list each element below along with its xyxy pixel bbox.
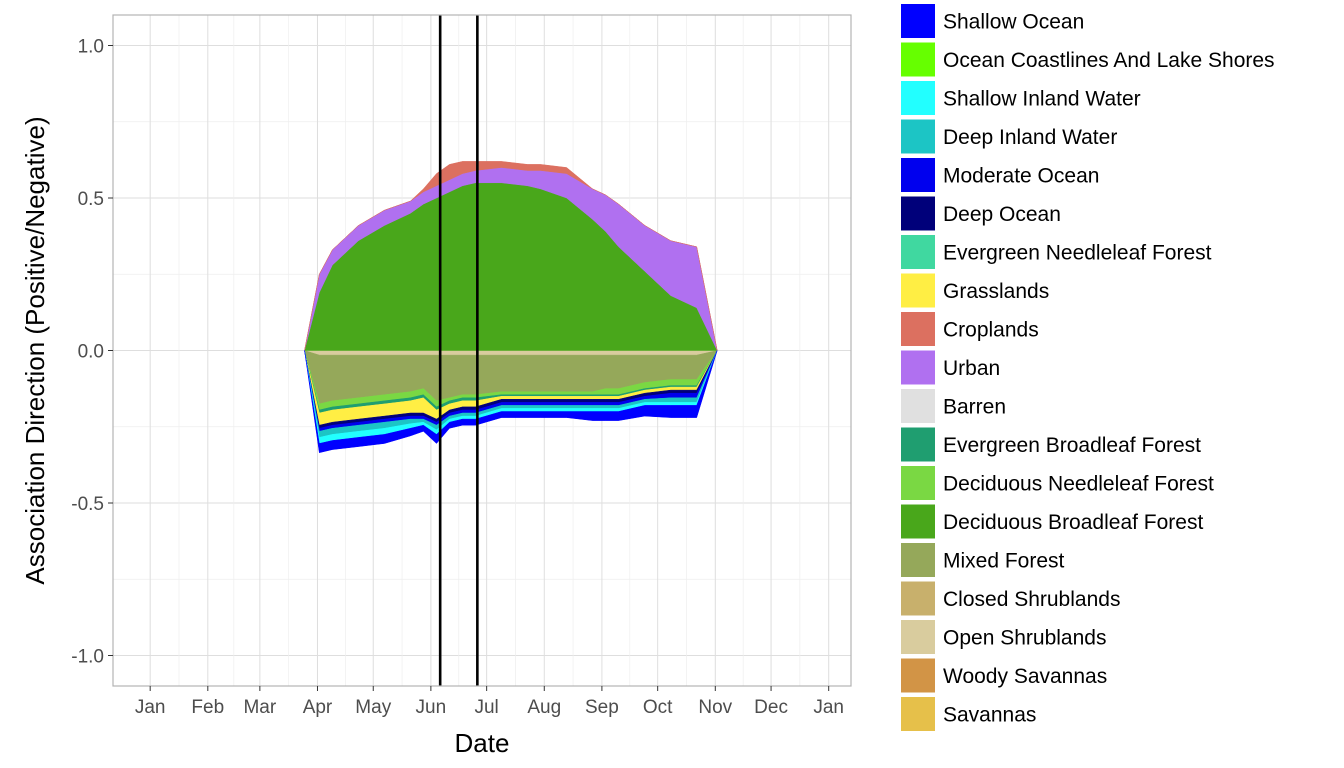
legend-label-barren: Barren	[943, 396, 1006, 419]
x-tick-label: May	[355, 697, 391, 718]
legend-key-deciduous-broadleaf-forest	[901, 504, 935, 539]
area-shallow-ocean	[304, 350, 718, 454]
x-tick-label: Jun	[416, 697, 447, 718]
legend-key-croplands	[901, 312, 935, 346]
stacked-areas	[304, 161, 718, 454]
x-tick-label: Nov	[698, 697, 732, 718]
y-tick-label: 1.0	[78, 37, 104, 58]
legend-key-shallow-ocean	[901, 4, 935, 38]
legend-label-open-shrublands: Open Shrublands	[943, 627, 1106, 650]
area-open-shrublands	[304, 350, 718, 356]
legend-key-evergreen-broadleaf-forest	[901, 427, 935, 462]
legend-key-closed-shrublands	[901, 581, 935, 616]
legend-label-shallow-inland-water: Shallow Inland Water	[943, 88, 1141, 111]
legend-key-mixed-forest	[901, 543, 935, 577]
reference-lines	[438, 15, 479, 686]
legend-key-deep-inland-water	[901, 119, 935, 154]
x-tick-label: Mar	[243, 697, 276, 718]
y-tick-label: -0.5	[71, 494, 104, 515]
axes: -1.0 -0.5 0.0 0.5 1.0 Jan Feb Mar Apr May Jun Jul Au…	[71, 37, 844, 719]
legend-label-grasslands: Grasslands	[943, 280, 1049, 303]
legend-label-moderate-ocean: Moderate Ocean	[943, 165, 1099, 188]
legend-key-deciduous-needleleaf-forest	[901, 466, 935, 500]
legend-key-savannas	[901, 697, 935, 731]
x-tick-label: Dec	[754, 697, 788, 718]
y-tick-label: 0.0	[78, 342, 104, 363]
x-tick-label: Feb	[191, 697, 224, 718]
legend: Shallow Ocean Ocean Coastlines And Lake S…	[901, 4, 1275, 731]
y-tick-label: 0.5	[78, 189, 104, 210]
legend-key-woody-savannas	[901, 658, 935, 693]
x-tick-label: Apr	[303, 697, 333, 718]
x-axis-title: Date	[455, 728, 510, 758]
legend-label-deep-inland-water: Deep Inland Water	[943, 126, 1117, 149]
x-tick-label: Jul	[474, 697, 498, 718]
legend-key-ocean-coastlines-and-lake-shores	[901, 42, 935, 77]
legend-label-deciduous-broadleaf-forest: Deciduous Broadleaf Forest	[943, 511, 1203, 534]
legend-key-shallow-inland-water	[901, 81, 935, 115]
legend-label-evergreen-broadleaf-forest: Evergreen Broadleaf Forest	[943, 434, 1201, 457]
legend-key-barren	[901, 389, 935, 423]
legend-key-grasslands	[901, 273, 935, 308]
legend-label-deciduous-needleleaf-forest: Deciduous Needleleaf Forest	[943, 473, 1214, 496]
legend-label-shallow-ocean: Shallow Ocean	[943, 11, 1084, 34]
legend-label-closed-shrublands: Closed Shrublands	[943, 588, 1120, 611]
y-axis-title: Association Direction (Positive/Negative…	[20, 116, 50, 584]
legend-label-deep-ocean: Deep Ocean	[943, 203, 1061, 226]
legend-label-croplands: Croplands	[943, 319, 1039, 342]
x-tick-label: Sep	[585, 697, 619, 718]
legend-key-open-shrublands	[901, 620, 935, 654]
legend-key-moderate-ocean	[901, 158, 935, 192]
y-tick-label: -1.0	[71, 647, 104, 668]
legend-label-ocean-coastlines-and-lake-shores: Ocean Coastlines And Lake Shores	[943, 49, 1275, 72]
x-tick-label: Jan	[135, 697, 166, 718]
legend-key-deep-ocean	[901, 196, 935, 231]
x-tick-label: Aug	[527, 697, 561, 718]
legend-label-evergreen-needleleaf-forest: Evergreen Needleleaf Forest	[943, 242, 1212, 265]
legend-key-urban	[901, 350, 935, 385]
legend-label-mixed-forest: Mixed Forest	[943, 550, 1065, 573]
x-tick-label: Jan	[813, 697, 844, 718]
x-tick-label: Oct	[643, 697, 673, 718]
legend-key-evergreen-needleleaf-forest	[901, 235, 935, 269]
legend-label-woody-savannas: Woody Savannas	[943, 665, 1107, 688]
legend-label-savannas: Savannas	[943, 704, 1036, 727]
legend-label-urban: Urban	[943, 357, 1000, 380]
